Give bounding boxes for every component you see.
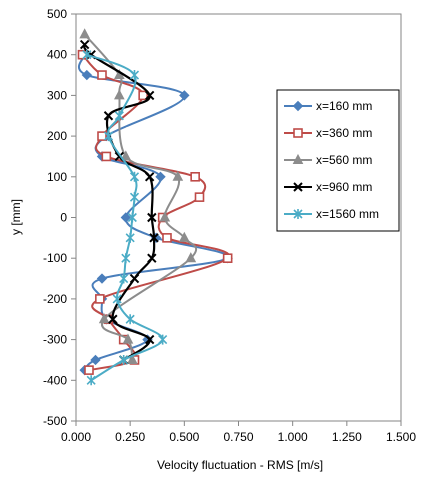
legend-label: x=1560 mm [316,207,379,221]
y-tick-label: 300 [47,88,67,102]
data-point [119,273,129,284]
data-point [179,231,190,242]
data-point [121,253,131,264]
data-point [79,28,90,39]
plot-area [77,28,233,386]
data-point [129,70,140,81]
legend-entry: x=560 mm [284,153,372,167]
y-tick-label: 500 [47,7,67,21]
data-point [162,233,172,243]
data-point [125,314,135,325]
legend-entry: x=160 mm [284,99,372,113]
data-point [190,172,200,182]
data-point [77,49,88,60]
data-point [101,151,112,162]
legend-label: x=560 mm [316,153,372,167]
data-point [82,49,92,60]
y-tick-label: 0 [60,211,67,225]
data-point [127,353,138,364]
legend-entry: x=960 mm [284,180,372,194]
data-point [120,212,132,223]
data-point [159,211,171,222]
data-point [79,39,90,50]
data-point [114,110,124,121]
legend-marker [293,128,303,138]
data-point [127,212,137,223]
legend-entry: x=360 mm [284,126,372,140]
data-point [222,253,233,263]
data-point [114,89,125,100]
data-point [122,333,134,344]
x-tick-label: 0.000 [61,430,91,444]
y-tick-label: -400 [43,373,67,387]
x-tick-label: 0.750 [223,430,253,444]
legend-marker [293,209,303,219]
data-point [144,334,155,345]
x-tick-label: 1.000 [278,430,308,444]
data-point [86,375,96,386]
data-point [158,334,168,345]
legend: x=160 mm x=360 mm x=560 mm x=960 mm x=1560 m… [276,89,400,232]
series-5 [82,49,168,386]
data-point [129,273,140,284]
data-point [185,252,197,263]
x-tick-label: 1.250 [332,430,362,444]
y-tick-label: 200 [47,129,67,143]
data-point [125,232,135,243]
y-tick-label: -500 [43,414,67,428]
data-point [138,90,148,101]
legend-marker [293,182,303,192]
data-point [155,171,166,183]
x-tick-label: 1.500 [386,430,416,444]
data-point [147,253,157,263]
y-tick-label: 400 [47,48,67,62]
data-point [194,192,205,202]
data-point [149,233,159,243]
data-point [147,212,157,223]
legend-entry: x=1560 mm [284,207,379,221]
y-tick-label: -200 [43,292,67,306]
series-4 [79,39,159,365]
x-axis-title: Velocity fluctuation - RMS [m/s] [157,458,323,472]
data-point [97,70,107,80]
legend-marker [292,153,304,164]
axes: 500 400 300 200 100 0 -100 -200 -300 -400 -500 0.00… [43,7,416,444]
legend-marker [292,100,304,112]
data-point [129,171,140,182]
data-point [144,90,155,101]
data-point [179,90,190,101]
data-point [90,354,101,366]
data-point [96,273,108,284]
data-point [112,293,122,304]
data-point [120,150,132,161]
data-point [172,170,184,181]
y-axis-title: y [mm] [9,199,23,235]
series-3 [79,28,198,364]
legend-label: x=160 mm [316,99,372,113]
data-point [103,131,114,142]
data-point [81,69,93,81]
y-tick-label: -100 [43,251,67,265]
data-point [103,111,114,121]
legend-label: x=960 mm [316,180,372,194]
data-point [144,172,155,182]
y-tick-label: 100 [47,170,67,184]
data-point [84,365,94,375]
x-tick-label: 0.500 [169,430,199,444]
legend-label: x=360 mm [316,126,372,140]
y-tick-label: -300 [43,333,67,347]
data-point [119,354,129,365]
x-tick-label: 0.250 [115,430,145,444]
data-point [129,192,140,203]
data-point [95,294,105,304]
data-point [98,313,110,324]
data-point [97,131,107,141]
data-point [108,314,118,324]
